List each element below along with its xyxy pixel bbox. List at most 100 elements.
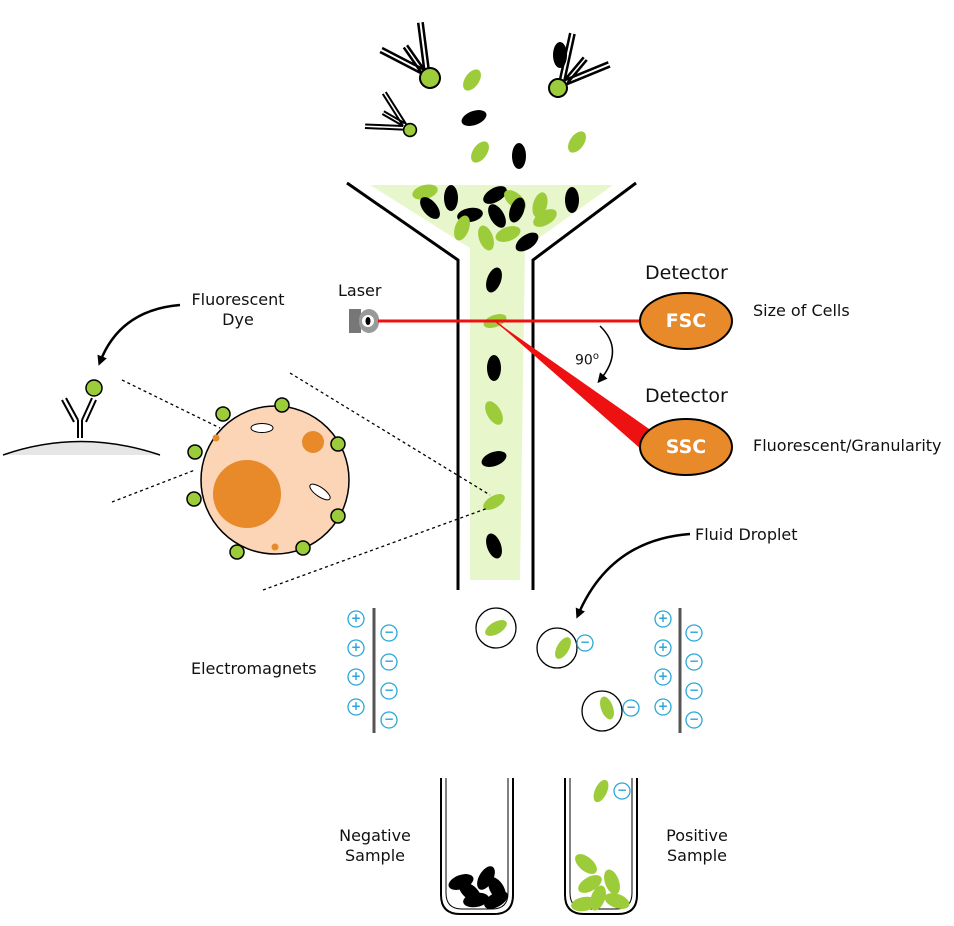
negative-tube-inner [445,778,509,910]
cell-black [481,451,507,467]
negative-tube [440,778,514,915]
antibody-top-2 [548,32,611,98]
minus-charge-symbol: − [579,635,591,649]
cell-green [478,225,494,251]
zoom-line [121,379,221,429]
cell-black [512,143,526,169]
laser-source [349,309,379,333]
cell-green [483,494,505,510]
negative-sample-label: Negative Sample [339,826,411,865]
fsc-detector [639,292,733,350]
plus-charge-symbol: + [657,699,669,713]
cell-black [483,186,507,204]
cell-black [461,110,487,126]
cell-black [565,187,579,213]
fsc-detector-label: FSC [665,310,707,332]
angle-value: 90 [575,352,593,369]
vacuole [250,423,274,433]
falling-cells [461,42,586,169]
positive-tube [564,778,638,915]
positive-sample-label: Positive Sample [666,826,728,865]
vacuole [309,483,331,501]
zoom-line [262,507,489,591]
fluid-droplet-label: Fluid Droplet [695,525,798,544]
droplet-right-1 [536,627,578,669]
cell-green [471,141,489,163]
scatter-thin-line [494,320,648,442]
stream-cells [481,267,507,559]
magnified-cell [186,397,350,560]
cell-green [454,215,470,241]
dye-arrow [97,303,181,366]
minus-charge-symbol: − [383,683,395,697]
side-scatter-beam [495,321,652,450]
cell-black [487,355,501,381]
angle-arrow [597,325,614,384]
organelle [271,543,279,551]
minus-charge-symbol: − [625,700,637,714]
nucleus [213,460,281,528]
surface-dyes [186,397,346,560]
plus-charge-symbol: + [350,640,362,654]
droplet-right-2 [581,690,623,732]
minus-charge-symbol: − [688,712,700,726]
surface-antibody [61,379,103,438]
plus-charge-symbol: + [657,669,669,683]
minus-charge-symbol: − [383,712,395,726]
electromagnets-label: Electromagnets [191,659,317,678]
size-of-cells-label: Size of Cells [753,301,850,320]
fluorescent-granularity-label: Fluorescent/Granularity [753,436,942,455]
funnel-cells [412,184,579,252]
angle-label: 90o [575,347,599,371]
minus-charge-symbol: − [688,625,700,639]
funnel-right-wall [531,181,637,590]
cell-black [486,267,502,293]
ssc-detector-title: Detector [645,385,728,407]
charge-badges [347,610,703,800]
cell-black [509,197,525,223]
antibody-top-1 [379,21,441,89]
droplet-arrow [575,532,691,619]
cell-black [515,232,539,252]
negative-cells [448,866,508,909]
plus-charge-symbol: + [657,611,669,625]
plus-charge-symbol: + [350,699,362,713]
zoom-line [111,469,196,503]
cell-surface [2,440,161,456]
cell-green [495,226,521,242]
plus-charge-symbol: + [350,669,362,683]
funnel-left-wall [346,181,460,590]
cell-green [533,209,557,227]
ssc-detector [639,418,733,476]
cell-green [412,184,438,200]
ssc-detector-label: SSC [665,436,707,458]
minus-charge-symbol: − [688,683,700,697]
minus-charge-symbol: − [688,654,700,668]
plus-charge-symbol: + [350,611,362,625]
fluorescent-dye-label: Fluorescent Dye [191,290,285,329]
plus-charge-symbol: + [657,640,669,654]
cell-black [488,204,506,228]
minus-charge-symbol: − [616,783,628,797]
minus-charge-symbol: − [383,654,395,668]
organelle [302,431,324,453]
antibody-top-3 [364,91,418,138]
droplet-center [475,607,517,649]
laser-label: Laser [338,281,382,300]
cell-black [553,42,567,68]
positive-cells [571,779,630,912]
cell-green [568,131,586,153]
funnel-stream-fill [370,185,613,580]
cell-black [420,197,440,219]
cell-black [486,533,502,559]
positive-tube-inner [569,778,633,910]
minus-charge-symbol: − [383,625,395,639]
cell-green [485,401,503,425]
cell-black [444,185,458,211]
cell-green [463,69,481,91]
fsc-detector-title: Detector [645,262,728,284]
organelle [212,434,220,442]
flow-cell [346,181,637,590]
